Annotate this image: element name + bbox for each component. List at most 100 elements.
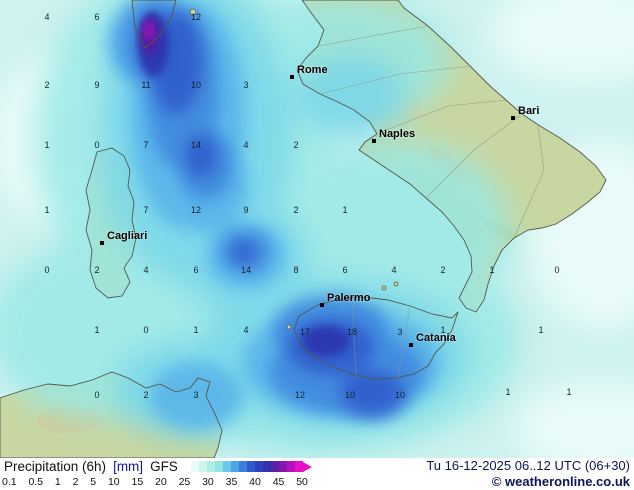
precip-value: 3 <box>243 80 249 90</box>
legend-tick-label: 35 <box>225 476 238 488</box>
precip-value: 2 <box>143 390 149 400</box>
precip-value: 0 <box>94 140 100 150</box>
legend-color-segment <box>262 461 271 472</box>
city-label: Bari <box>518 105 540 117</box>
legend-tick-label: 0.1 <box>2 476 17 488</box>
legend-color-segment <box>270 461 279 472</box>
precip-value: 0 <box>44 265 50 275</box>
legend-tick-label: 50 <box>296 476 308 488</box>
precip-value: 1 <box>440 325 446 335</box>
map-canvas <box>0 0 634 458</box>
legend-color-segment <box>238 461 247 472</box>
precip-value: 1 <box>505 387 511 397</box>
precip-value: 1 <box>566 387 572 397</box>
precip-layers <box>0 0 520 455</box>
legend-color-segment <box>294 461 303 472</box>
legend-color-segment <box>286 461 295 472</box>
precip-value: 4 <box>391 265 397 275</box>
city-marker <box>409 343 413 347</box>
precip-value: 4 <box>243 140 249 150</box>
precip-value: 8 <box>293 265 299 275</box>
copyright-link[interactable]: © weatheronline.co.uk <box>491 474 630 489</box>
precip-value: 3 <box>193 390 199 400</box>
legend-arrow-icon <box>302 461 312 472</box>
legend-tick-label: 45 <box>272 476 285 488</box>
legend-color-segment <box>278 461 287 472</box>
city-label: Cagliari <box>107 230 148 242</box>
precip-value: 6 <box>94 12 100 22</box>
precip-value: 10 <box>394 390 406 400</box>
legend-color-segment <box>190 461 199 472</box>
precip-value: 9 <box>94 80 100 90</box>
city-marker <box>100 241 104 245</box>
precip-value: 2 <box>440 265 446 275</box>
precip-value: 9 <box>243 205 249 215</box>
legend-tick-label: 1 <box>54 476 61 488</box>
legend-colorbar <box>190 461 312 472</box>
small-islands <box>189 8 399 330</box>
precip-value: 7 <box>143 205 149 215</box>
precip-value: 1 <box>342 205 348 215</box>
precip-value: 0 <box>94 390 100 400</box>
precip-value: 11 <box>141 80 151 90</box>
precip-value: 14 <box>240 265 252 275</box>
precip-value: 10 <box>344 390 356 400</box>
city-label: Catania <box>416 332 456 344</box>
legend-tick-label: 20 <box>155 476 167 488</box>
precip-value: 4 <box>243 325 249 335</box>
legend-tick-label: 10 <box>107 476 120 488</box>
footer-right: Tu 16-12-2025 06..12 UTC (06+30) © weath… <box>426 458 630 489</box>
legend-ticks: 0.1 0.5 1 2 5 10 15 20 25 30 35 40 45 50 <box>2 476 308 488</box>
precip-value: 10 <box>190 80 202 90</box>
precip-value: 12 <box>190 205 202 215</box>
precip-value: 1 <box>538 325 544 335</box>
legend-tick-label: 30 <box>202 476 214 488</box>
legend-tick-label: 15 <box>131 476 144 488</box>
legend-tick-label: 0.5 <box>28 476 44 488</box>
legend-tick-label: 40 <box>249 476 261 488</box>
precip-value: 1 <box>94 325 100 335</box>
precip-value: 12 <box>294 390 306 400</box>
precip-value: 1 <box>193 325 199 335</box>
city-label: Rome <box>297 64 328 76</box>
precip-value: 1 <box>44 140 50 150</box>
unit-label: [mm] <box>113 459 144 474</box>
precipitation-map: 4 6 12 2 9 11 10 3 1 0 7 14 4 2 1 7 12 9 2 1 0 2 4 6 14 8 6 4 2 1 0 1 0 1… <box>0 0 634 458</box>
legend-color-segment <box>254 461 263 472</box>
precip-value: 4 <box>143 265 149 275</box>
city-label: Naples <box>379 128 416 140</box>
legend-color-segment <box>206 461 215 472</box>
precip-value: 2 <box>293 140 299 150</box>
precip-value: 3 <box>397 327 403 337</box>
city-label: Palermo <box>327 292 371 304</box>
legend-color-segment <box>230 461 239 472</box>
precip-value: 2 <box>94 265 100 275</box>
legend-tick-label: 2 <box>72 476 79 488</box>
precip-value: 6 <box>193 265 199 275</box>
city-marker <box>372 139 376 143</box>
legend-color-segment <box>198 461 207 472</box>
city-marker <box>290 75 294 79</box>
precip-value: 0 <box>554 265 560 275</box>
precip-value: 1 <box>489 265 495 275</box>
precip-value: 1 <box>44 205 50 215</box>
city-marker <box>511 116 515 120</box>
precip-value: 17 <box>299 327 311 337</box>
precip-value: 7 <box>143 140 149 150</box>
legend-title-row: Precipitation (6h) [mm] GFS <box>4 459 312 474</box>
legend-bar: Precipitation (6h) [mm] GFS 0.1 0.5 1 2 5 10 1… <box>0 458 634 490</box>
precip-value: 12 <box>190 12 202 22</box>
legend-color-segment <box>246 461 255 472</box>
model-label: GFS <box>150 459 178 474</box>
city-marker <box>320 303 324 307</box>
precip-value: 14 <box>190 140 202 150</box>
product-label: Precipitation (6h) <box>4 459 107 474</box>
precip-value: 2 <box>44 80 50 90</box>
precip-value: 2 <box>293 205 299 215</box>
datetime-label: Tu 16-12-2025 06..12 UTC (06+30) <box>426 458 630 473</box>
precip-value: 0 <box>143 325 149 335</box>
precip-value: 18 <box>346 327 358 337</box>
legend-color-segment <box>214 461 223 472</box>
map-labels-layer: 4 6 12 2 9 11 10 3 1 0 7 14 4 2 1 7 12 9 2 1 0 2 4 6 14 8 6 4 2 1 0 1 0 1… <box>44 12 572 400</box>
